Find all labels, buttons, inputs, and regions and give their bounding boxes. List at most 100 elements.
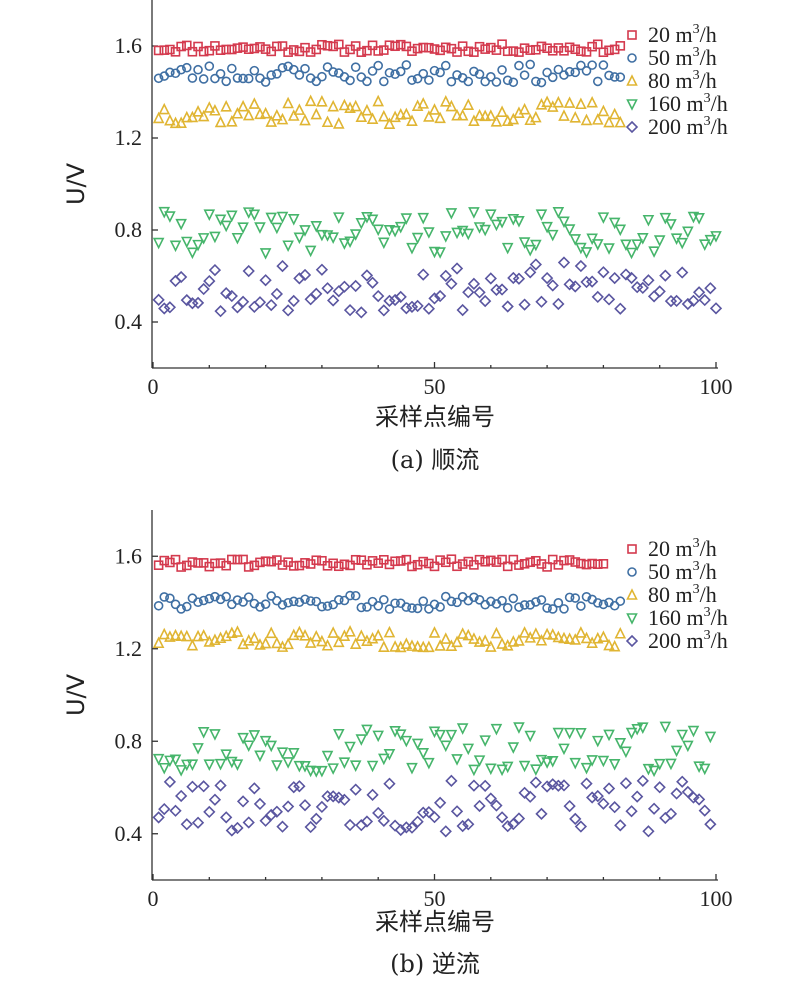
- data-point: [581, 66, 592, 76]
- legend-marker: [626, 588, 638, 600]
- data-point: [248, 300, 261, 313]
- data-point: [586, 233, 598, 246]
- data-point: [243, 73, 254, 84]
- data-point: [541, 221, 553, 234]
- data-point: [462, 286, 475, 299]
- data-point: [204, 61, 215, 71]
- data-point: [332, 117, 345, 129]
- data-point: [238, 73, 248, 84]
- data-point: [473, 108, 486, 121]
- data-point: [315, 263, 329, 276]
- data-point: [192, 743, 204, 755]
- legend-label: 160 m3/h: [648, 91, 728, 116]
- data-point: [276, 259, 289, 273]
- data-point: [345, 560, 355, 571]
- data-point: [591, 735, 604, 748]
- data-point: [283, 597, 293, 608]
- data-point: [339, 595, 350, 606]
- data-point: [361, 724, 373, 737]
- data-point: [614, 115, 627, 128]
- data-point: [564, 42, 575, 53]
- data-point: [272, 595, 282, 606]
- data-point: [557, 256, 571, 269]
- data-point: [204, 593, 215, 604]
- data-point: [531, 76, 541, 87]
- data-point: [485, 640, 497, 652]
- chart-panel-b: 0.4 0.8 1.2 1.6 0 50 100 采样点编号 U/V (b) 逆流 20 m3/h5…: [62, 510, 733, 978]
- data-point: [187, 557, 198, 567]
- data-point: [197, 282, 210, 296]
- data-point: [587, 558, 597, 569]
- data-point: [587, 41, 597, 52]
- data-point: [469, 560, 479, 570]
- data-point: [266, 46, 277, 57]
- data-point: [339, 47, 350, 57]
- data-point: [581, 47, 592, 57]
- data-point: [311, 76, 322, 87]
- data-point: [530, 239, 542, 252]
- data-point: [637, 233, 649, 245]
- data-point: [389, 640, 401, 652]
- data-point: [542, 67, 552, 78]
- data-point: [175, 218, 187, 231]
- x-tick-label: 0: [148, 374, 159, 399]
- data-point: [440, 557, 451, 568]
- data-point: [310, 107, 323, 120]
- data-point: [332, 212, 345, 224]
- data-point: [333, 561, 344, 572]
- data-point: [659, 212, 672, 225]
- data-point: [625, 247, 638, 260]
- data-point: [609, 600, 620, 611]
- data-point: [383, 625, 396, 638]
- data-point: [153, 45, 164, 56]
- data-point: [687, 294, 700, 307]
- data-point: [535, 209, 548, 222]
- data-point: [514, 60, 524, 71]
- data-point: [418, 42, 429, 53]
- data-point: [479, 735, 491, 747]
- data-point: [293, 760, 306, 773]
- data-point: [169, 754, 182, 767]
- data-point: [332, 791, 345, 804]
- data-point: [474, 554, 485, 565]
- data-point: [412, 603, 423, 614]
- data-point: [164, 211, 176, 223]
- legend-marker: [625, 120, 639, 134]
- data-point: [575, 626, 587, 638]
- data-point: [676, 266, 689, 279]
- data-point: [445, 208, 458, 220]
- data-point: [552, 779, 565, 792]
- data-point: [197, 727, 210, 739]
- data-point: [165, 557, 175, 568]
- data-point: [259, 814, 272, 827]
- data-point: [379, 76, 389, 87]
- data-point: [394, 729, 407, 741]
- data-point: [180, 110, 193, 123]
- data-point: [372, 289, 385, 303]
- data-point: [608, 217, 621, 230]
- data-point: [221, 560, 231, 571]
- data-point: [525, 45, 536, 55]
- legend-marker: [627, 544, 637, 554]
- data-point: [361, 103, 373, 116]
- data-point: [636, 774, 649, 787]
- data-point: [428, 103, 441, 115]
- data-point: [164, 755, 176, 768]
- data-point: [260, 77, 271, 87]
- x-tick-label: 0: [148, 886, 159, 911]
- data-point: [322, 560, 333, 571]
- data-point: [388, 293, 402, 307]
- data-point: [490, 219, 503, 232]
- data-point: [496, 637, 508, 649]
- data-point: [248, 730, 261, 742]
- data-point: [158, 802, 171, 816]
- data-point: [576, 60, 586, 71]
- data-point: [405, 300, 419, 314]
- data-point: [570, 67, 581, 78]
- data-point: [255, 73, 265, 83]
- data-point: [215, 45, 226, 56]
- data-point: [676, 237, 689, 250]
- data-point: [232, 73, 243, 83]
- data-point: [236, 295, 250, 308]
